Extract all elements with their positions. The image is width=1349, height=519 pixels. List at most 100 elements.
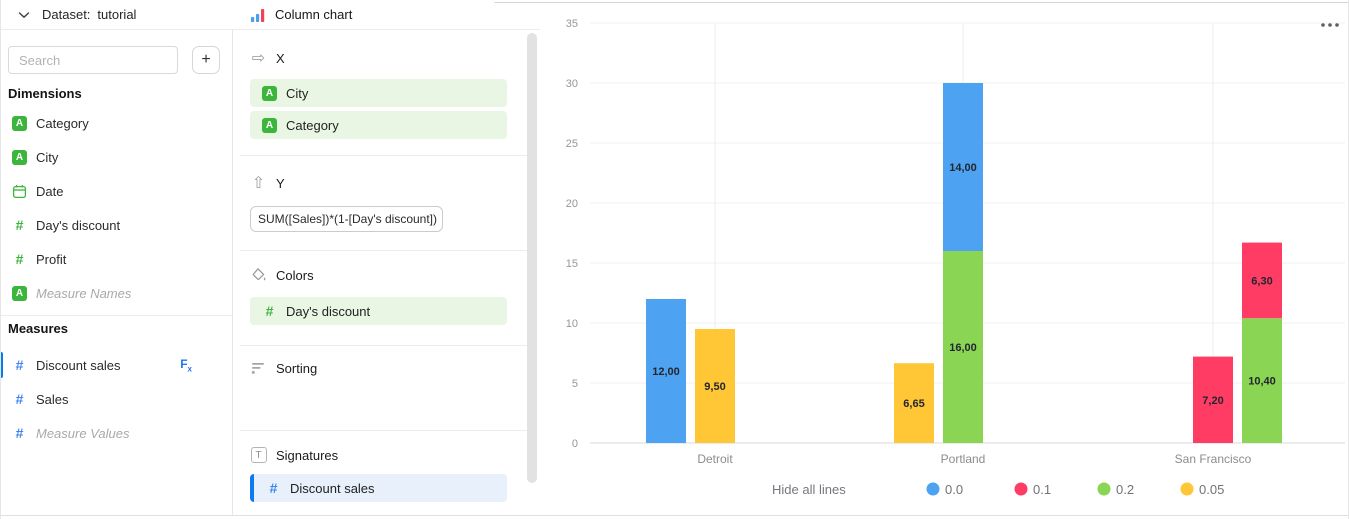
field-label: Measure Values bbox=[36, 425, 130, 441]
sorting-icon bbox=[250, 360, 267, 376]
config-field-discount-sales[interactable]: # Discount sales bbox=[250, 474, 507, 502]
column-chart: 35 30 25 20 15 10 5 0 12,00 9,50 6,65 16,00 14,00 7,2… bbox=[566, 18, 1345, 497]
legend-label[interactable]: 0.05 bbox=[1199, 482, 1224, 497]
y-axis-tick: 35 bbox=[566, 18, 578, 30]
dimensions-title: Dimensions bbox=[8, 86, 82, 101]
left-border bbox=[0, 0, 1, 519]
string-field-icon: A bbox=[12, 149, 27, 165]
bar-segment[interactable] bbox=[1242, 242, 1282, 319]
field-item-category[interactable]: A Category bbox=[0, 106, 232, 140]
x-axis-label: Detroit bbox=[697, 452, 733, 466]
bar-segment[interactable] bbox=[894, 363, 934, 443]
formula-fx-icon[interactable]: Fx bbox=[180, 356, 192, 374]
section-colors: Colors bbox=[250, 267, 314, 283]
bar-value-label: 6,65 bbox=[903, 398, 924, 410]
string-field-icon: A bbox=[262, 85, 277, 101]
legend-swatch[interactable] bbox=[1097, 482, 1111, 496]
x-fields: A City A Category bbox=[250, 79, 507, 143]
scrollbar[interactable] bbox=[527, 33, 537, 483]
number-field-icon: # bbox=[265, 302, 274, 319]
legend-label[interactable]: 0.0 bbox=[945, 482, 963, 497]
config-field-city[interactable]: A City bbox=[250, 79, 507, 107]
section-colors-label: Colors bbox=[276, 267, 314, 283]
chevron-down-icon[interactable] bbox=[18, 11, 30, 19]
section-sorting-label: Sorting bbox=[276, 360, 318, 376]
field-item-date[interactable]: Date bbox=[0, 174, 232, 208]
section-y-label: Y bbox=[276, 175, 285, 191]
signatures-icon: T bbox=[250, 447, 267, 463]
dataset-label: Dataset: bbox=[42, 7, 91, 22]
add-field-button[interactable]: + bbox=[192, 46, 220, 74]
number-field-icon: # bbox=[15, 356, 24, 373]
legend-swatch[interactable] bbox=[1014, 482, 1028, 496]
dataset-header: Dataset: tutorial bbox=[0, 0, 232, 29]
field-label: Measure Names bbox=[36, 285, 132, 301]
config-field-day-s-discount[interactable]: # Day's discount bbox=[250, 297, 507, 325]
y-axis-tick: 0 bbox=[572, 438, 578, 450]
bar-segment[interactable] bbox=[1242, 318, 1282, 443]
bar-value-label: 14,00 bbox=[949, 162, 977, 174]
measures-list: # Discount sales Fx # Sales # Measure Values bbox=[0, 348, 232, 450]
date-field-icon bbox=[12, 184, 27, 199]
y-axis-icon: ⇧ bbox=[251, 174, 266, 192]
bar-value-label: 10,40 bbox=[1248, 376, 1276, 388]
chart-menu-icon[interactable] bbox=[1328, 23, 1332, 27]
y-axis-tick: 15 bbox=[566, 258, 578, 270]
field-label: City bbox=[36, 149, 59, 165]
legend-label[interactable]: 0.2 bbox=[1116, 482, 1134, 497]
bar-value-label: 6,30 bbox=[1251, 275, 1272, 287]
bar-segment[interactable] bbox=[1193, 356, 1233, 443]
dimensions-list: A Category A City Date # Day's discount # Profit… bbox=[0, 106, 232, 310]
field-label: Profit bbox=[36, 251, 67, 267]
section-x-label: X bbox=[276, 50, 285, 66]
y-axis-tick: 5 bbox=[572, 378, 578, 390]
bar-value-label: 7,20 bbox=[1202, 395, 1223, 407]
field-item-city[interactable]: A City bbox=[0, 140, 232, 174]
bar-segment[interactable] bbox=[646, 299, 686, 443]
chart-type-header[interactable]: Column chart bbox=[240, 0, 527, 29]
y-axis-tick: 30 bbox=[566, 78, 578, 90]
field-item-day-s-discount[interactable]: # Day's discount bbox=[0, 208, 232, 242]
y-axis-tick: 10 bbox=[566, 318, 578, 330]
number-field-icon: # bbox=[269, 479, 278, 496]
dataset-name[interactable]: tutorial bbox=[97, 7, 137, 22]
string-field-icon: A bbox=[12, 285, 27, 301]
field-label: Day's discount bbox=[286, 303, 371, 319]
section-sorting: Sorting bbox=[250, 360, 317, 376]
string-field-icon: A bbox=[12, 115, 27, 131]
colors-fields: # Day's discount bbox=[250, 297, 507, 329]
legend-swatch[interactable] bbox=[1180, 482, 1194, 496]
chart-top-border bbox=[494, 2, 1349, 3]
y-axis-tick: 25 bbox=[566, 138, 578, 150]
measures-title: Measures bbox=[8, 321, 68, 336]
field-label: Date bbox=[36, 183, 64, 199]
divider bbox=[240, 250, 527, 251]
column-chart-icon bbox=[250, 7, 266, 23]
hide-all-lines-link[interactable]: Hide all lines bbox=[772, 482, 846, 497]
field-label: Day's discount bbox=[36, 217, 121, 233]
search-input[interactable] bbox=[8, 46, 178, 74]
section-signatures-label: Signatures bbox=[276, 447, 339, 463]
bar-segment[interactable] bbox=[695, 329, 735, 443]
number-field-icon: # bbox=[15, 250, 24, 267]
section-x: ⇨ X bbox=[250, 50, 285, 66]
field-label: Sales bbox=[36, 391, 69, 407]
number-field-icon: # bbox=[15, 390, 24, 407]
config-field-category[interactable]: A Category bbox=[250, 111, 507, 139]
field-item-measure-names[interactable]: A Measure Names bbox=[0, 276, 232, 310]
bar-segment[interactable] bbox=[943, 83, 983, 251]
field-item-profit[interactable]: # Profit bbox=[0, 242, 232, 276]
chart-menu-icon[interactable] bbox=[1335, 23, 1339, 27]
field-item-sales[interactable]: # Sales bbox=[0, 382, 232, 416]
legend-swatch[interactable] bbox=[926, 482, 940, 496]
chart-menu-icon[interactable] bbox=[1321, 23, 1325, 27]
legend-label[interactable]: 0.1 bbox=[1033, 482, 1051, 497]
bar-segment[interactable] bbox=[943, 251, 983, 443]
y-formula-field[interactable]: SUM([Sales])*(1-[Day's discount]) bbox=[250, 206, 443, 232]
divider bbox=[232, 29, 233, 515]
bar-value-label: 16,00 bbox=[949, 342, 977, 354]
field-item-measure-values[interactable]: # Measure Values bbox=[0, 416, 232, 450]
field-label: City bbox=[286, 85, 309, 101]
field-item-discount-sales[interactable]: # Discount sales Fx bbox=[0, 348, 232, 382]
